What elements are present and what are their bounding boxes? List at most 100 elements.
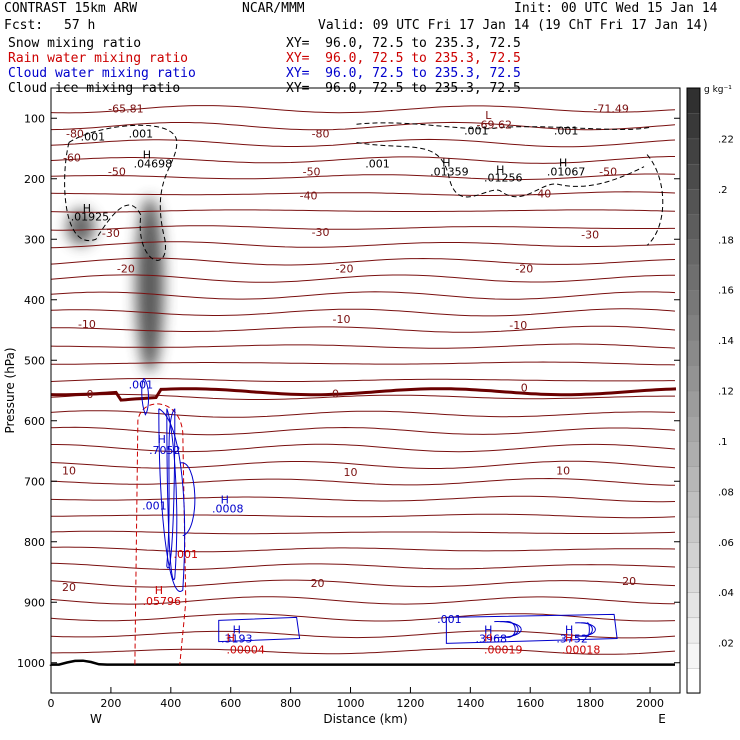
y-tick-label: 100 <box>24 112 45 125</box>
header-fcst-label: Fcst: <box>4 18 44 33</box>
field-value-label: H <box>155 584 163 597</box>
temperature-label: 20 <box>622 575 636 588</box>
colorbar-segment <box>686 163 701 190</box>
rain-water-contour <box>134 403 187 665</box>
cloud-water-contour <box>218 616 301 643</box>
colorbar-segment <box>686 667 701 694</box>
cloud-ice-contour <box>356 122 664 246</box>
temperature-label: -10 <box>78 318 96 331</box>
temperature-label: -50 <box>303 165 321 178</box>
temperature-label: -40 <box>300 190 318 203</box>
temperature-label: 10 <box>556 464 570 477</box>
colorbar-segment <box>686 516 701 543</box>
header-valid: Valid: 09 UTC Fri 17 Jan 14 (19 ChT Fri … <box>318 18 710 33</box>
temperature-contour <box>50 241 676 249</box>
field-value-label: .01359 <box>430 165 469 178</box>
temperature-label: 10 <box>344 466 358 479</box>
cloud-water-contour <box>506 621 516 638</box>
colorbar-segment <box>686 491 701 518</box>
field-value-label: .3193 <box>221 633 253 646</box>
temperature-contour <box>50 426 676 436</box>
y-tick-label: 700 <box>24 475 45 488</box>
colorbar-tick-label: .2 <box>718 185 728 196</box>
field-value-label: .001 <box>437 613 462 626</box>
colorbar-segment <box>686 264 701 291</box>
header-fcst-value: 57 h <box>64 18 96 33</box>
cloud-water-contour <box>166 408 176 569</box>
colorbar-tick-label: .18 <box>718 235 734 246</box>
field-value-label: .7052 <box>149 444 181 457</box>
field-value-label: .0008 <box>212 502 244 515</box>
colorbar-tick-label: .08 <box>718 487 734 498</box>
colorbar-segment <box>686 415 701 442</box>
x-tick-label: 1400 <box>456 697 484 710</box>
field-value-label: H <box>565 623 573 636</box>
field-value-label: H <box>565 631 573 644</box>
snow-plume <box>135 196 164 373</box>
legend-xy: XY= 96.0, 72.5 to 235.3, 72.5 <box>286 66 521 81</box>
x-tick-label: 400 <box>160 697 181 710</box>
temperature-extreme-label: -71.49 <box>593 103 628 116</box>
temperature-label: -80 <box>312 127 330 140</box>
colorbar-tick-label: .14 <box>718 336 734 347</box>
cloud-ice-contour <box>64 124 178 261</box>
field-value-label: .05796 <box>143 595 182 608</box>
field-value-label: H <box>221 493 229 506</box>
field-value-label: -69.62 <box>477 118 512 131</box>
colorbar-segment <box>686 113 701 140</box>
temperature-contour <box>50 121 676 131</box>
colorbar-segment <box>686 138 701 165</box>
field-value-label: .01256 <box>484 172 523 185</box>
snow-plume <box>66 209 95 246</box>
header-model: CONTRAST 15km ARW <box>4 1 138 16</box>
temperature-contour <box>50 105 676 114</box>
y-tick-label: 200 <box>24 173 45 186</box>
y-tick-label: 400 <box>24 294 45 307</box>
temperature-contour <box>51 648 676 655</box>
x-tick-label: 0 <box>48 697 55 710</box>
header-org: NCAR/MMM <box>242 1 305 16</box>
field-value-label: H <box>484 631 492 644</box>
temperature-contour <box>50 291 676 300</box>
field-value-label: .01925 <box>71 210 110 223</box>
temperature-label: 20 <box>62 581 76 594</box>
temperature-label: 20 <box>311 577 325 590</box>
field-value-label: .01067 <box>547 165 586 178</box>
colorbar-unit: g kg⁻¹ <box>704 85 732 95</box>
temperature-contour <box>50 274 675 283</box>
field-value-label: L <box>485 109 492 122</box>
colorbar-segment <box>686 87 701 114</box>
temperature-contour <box>50 579 676 588</box>
temperature-contour <box>50 477 676 486</box>
colorbar-segment <box>686 365 701 392</box>
y-tick-label: 900 <box>24 596 45 609</box>
temperature-label: -10 <box>509 319 527 332</box>
x-tick-label: 800 <box>280 697 301 710</box>
y-tick-label: 800 <box>24 536 45 549</box>
x-tick-label: 1800 <box>576 697 604 710</box>
y-tick-label: 600 <box>24 415 45 428</box>
y-tick-label: 1000 <box>17 657 45 670</box>
temperature-contour <box>50 191 676 196</box>
x-tick-label: 600 <box>220 697 241 710</box>
x-tick-label: 2000 <box>636 697 664 710</box>
temperature-label: 10 <box>62 464 76 477</box>
legend-name: Snow mixing ratio <box>8 36 142 51</box>
temperature-label: -40 <box>533 187 551 200</box>
temperature-label: 0 <box>521 381 528 394</box>
field-value-label: H <box>559 156 567 169</box>
temperature-contour <box>50 378 675 382</box>
colorbar-frame <box>686 87 701 694</box>
field-value-label: .00018 <box>562 643 601 656</box>
colorbar-tick-label: .04 <box>718 588 734 599</box>
temperature-contour <box>51 443 676 453</box>
colorbar-segment <box>686 465 701 492</box>
legend-name: Rain water mixing ratio <box>8 51 189 66</box>
colorbar-segment <box>686 440 701 467</box>
temperature-contour <box>50 530 676 535</box>
cloud-water-contour <box>581 622 593 637</box>
field-value-label: H <box>233 623 241 636</box>
colorbar-segment <box>686 239 701 266</box>
y-tick-label: 500 <box>24 354 45 367</box>
field-value-label: .001 <box>174 548 199 561</box>
